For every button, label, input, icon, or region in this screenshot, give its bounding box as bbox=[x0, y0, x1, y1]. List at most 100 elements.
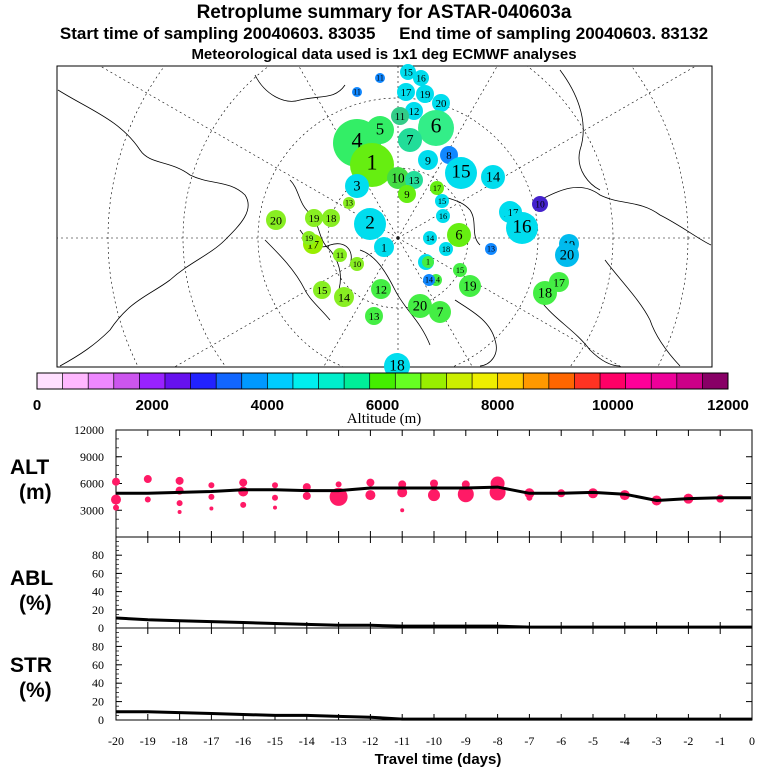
plume-label: 16 bbox=[439, 212, 447, 221]
plume-label: 15 bbox=[438, 197, 446, 206]
plume-marker: 19 bbox=[305, 209, 323, 227]
plume-marker: 9 bbox=[398, 185, 416, 203]
altitude-mean-line bbox=[116, 485, 752, 502]
plume-label: 10 bbox=[535, 200, 545, 211]
plume-label: 13 bbox=[409, 175, 420, 187]
colorbar-tick-label: 2000 bbox=[135, 397, 168, 414]
end-time-text: End time of sampling 20040603. 83132 bbox=[399, 24, 709, 43]
altitude-dot bbox=[428, 489, 440, 502]
plume-marker: 18 bbox=[322, 209, 340, 227]
colorbar-tick-label: 6000 bbox=[366, 397, 399, 414]
plume-label: 1 bbox=[381, 241, 387, 255]
y-tick-label: 20 bbox=[92, 695, 104, 709]
altitude-dot bbox=[111, 494, 121, 505]
colorbar-swatch bbox=[676, 373, 703, 389]
altitude-dot bbox=[144, 496, 151, 503]
plume-marker: 7 bbox=[429, 301, 451, 323]
meridian-line bbox=[173, 237, 399, 367]
x-tick-label: -1 bbox=[715, 734, 725, 748]
str-label: STR bbox=[10, 654, 52, 677]
meridian-line bbox=[323, 237, 399, 367]
colorbar-label: Altitude (m) bbox=[347, 411, 422, 427]
x-axis: -20 -19 -18 -17 -16 -15 -14 -13 -12 -11 -10 -9 -8 -7-… bbox=[108, 734, 755, 748]
plume-label: 14 bbox=[426, 234, 435, 243]
colorbar-swatch bbox=[164, 373, 191, 389]
start-time-text: Start time of sampling 20040603. 83035 bbox=[59, 24, 376, 43]
plume-label: 11 bbox=[336, 251, 344, 260]
x-axis-label: Travel time (days) bbox=[375, 751, 502, 768]
plume-marker: 11 bbox=[375, 73, 385, 83]
plume-marker: 11 bbox=[391, 107, 409, 125]
altitude-dot bbox=[272, 494, 278, 501]
plume-label: 15 bbox=[456, 266, 464, 275]
altitude-dot bbox=[176, 500, 183, 507]
plume-dot bbox=[313, 281, 331, 299]
altitude-dot bbox=[400, 508, 405, 513]
plume-label: 6 bbox=[431, 114, 442, 138]
plume-dot bbox=[416, 85, 434, 103]
str-panel: 80 60 40 20 0 bbox=[92, 627, 753, 727]
colorbar-swatch bbox=[190, 373, 217, 389]
meridian-line bbox=[397, 66, 697, 239]
map-coastlines bbox=[57, 69, 712, 367]
plume-dot bbox=[445, 157, 477, 189]
colorbar-tick-label: 12000 bbox=[707, 397, 749, 414]
colorbar-swatch bbox=[216, 373, 243, 389]
altitude-dot bbox=[209, 506, 214, 511]
plume-dot bbox=[322, 209, 340, 227]
plume-label: 2 bbox=[365, 213, 375, 234]
plume-label: 14 bbox=[338, 291, 350, 305]
plume-label: 9 bbox=[404, 189, 409, 201]
plume-dot bbox=[397, 83, 415, 101]
abl-unit: (%) bbox=[19, 592, 52, 615]
plume-dot bbox=[422, 256, 434, 268]
plume-marker: 16 bbox=[506, 212, 538, 244]
plume-marker: 20 bbox=[555, 243, 579, 267]
altitude-dot bbox=[113, 504, 119, 511]
x-tick-label: -10 bbox=[426, 734, 442, 748]
y-tick-label: 12000 bbox=[74, 423, 104, 437]
plume-dot bbox=[366, 116, 394, 144]
plume-dot bbox=[555, 243, 579, 267]
map-panel: 1516171920121411456711098151413391715162… bbox=[56, 64, 713, 379]
plume-label: 18 bbox=[538, 286, 552, 302]
plume-label: 14 bbox=[432, 276, 440, 285]
altitude-dot bbox=[526, 494, 533, 501]
altitude-dot bbox=[272, 482, 278, 489]
altitude-dot bbox=[302, 491, 311, 500]
x-tick-label: -11 bbox=[394, 734, 410, 748]
plume-marker: 2 bbox=[354, 208, 386, 240]
plume-marker: 11 bbox=[352, 87, 362, 97]
plume-dot bbox=[343, 197, 355, 209]
plume-marker: 15 bbox=[400, 64, 416, 80]
plume-label: 18 bbox=[326, 213, 337, 225]
plume-label: 17 bbox=[433, 184, 441, 193]
plume-label: 8 bbox=[446, 150, 451, 162]
y-tick-label: 60 bbox=[92, 658, 104, 672]
plume-label: 7 bbox=[437, 305, 444, 320]
plume-label: 18 bbox=[442, 245, 450, 254]
plume-label: 9 bbox=[425, 154, 431, 168]
colorbar-swatch bbox=[88, 373, 115, 389]
plume-marker: 20 bbox=[266, 210, 286, 230]
plume-label: 20 bbox=[270, 214, 282, 228]
colorbar-swatch bbox=[523, 373, 550, 389]
plume-dot bbox=[436, 209, 450, 223]
plume-label: 16 bbox=[512, 217, 532, 238]
plume-dot bbox=[334, 287, 354, 307]
meridian-line bbox=[99, 66, 399, 239]
x-tick-label: -17 bbox=[203, 734, 219, 748]
plume-dot bbox=[305, 209, 323, 227]
alt-label: ALT bbox=[10, 456, 49, 479]
plume-dot bbox=[354, 208, 386, 240]
plume-label: 20 bbox=[436, 98, 447, 110]
plume-dot bbox=[400, 64, 416, 80]
plume-dot bbox=[405, 102, 423, 120]
chart-title: Retroplume summary for ASTAR-040603a bbox=[196, 2, 572, 23]
y-tick-label: 40 bbox=[92, 676, 104, 690]
plume-label: 4 bbox=[352, 128, 363, 153]
plume-marker: 18 bbox=[439, 242, 453, 256]
plume-marker: 15 bbox=[313, 281, 331, 299]
altitude-dot bbox=[335, 481, 342, 488]
